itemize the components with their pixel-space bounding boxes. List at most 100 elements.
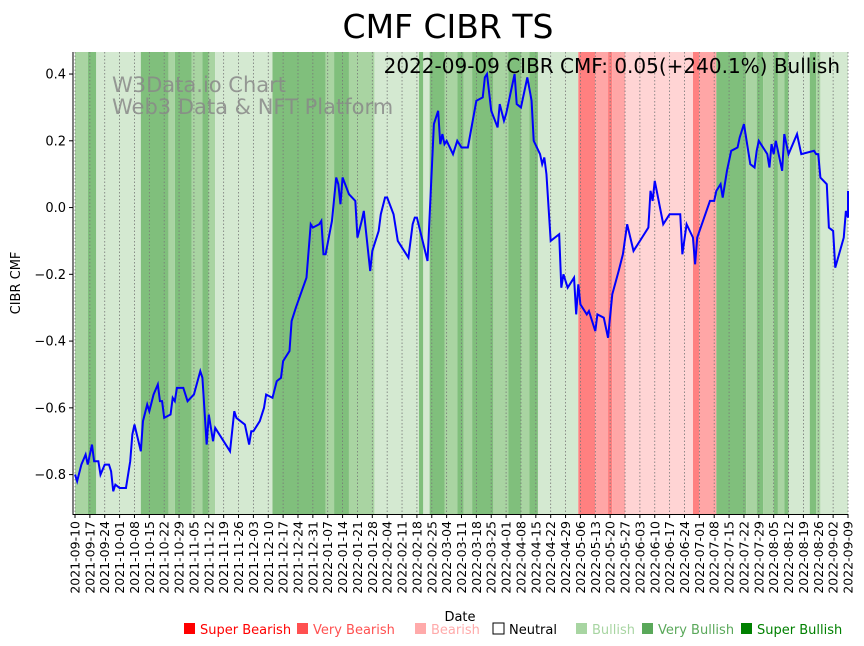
- band-sb: [457, 52, 464, 514]
- y-tick-label: 0.0: [45, 201, 66, 216]
- band-sb: [508, 52, 521, 514]
- band-b: [96, 52, 141, 514]
- x-tick-label: 2022-03-11: [454, 521, 469, 594]
- band-b: [788, 52, 810, 514]
- x-tick-label: 2022-01-28: [365, 521, 380, 594]
- x-tick-label: 2021-10-29: [172, 521, 187, 594]
- x-tick-label: 2021-12-03: [246, 521, 261, 594]
- x-tick-label: 2022-04-01: [499, 521, 514, 594]
- y-ticks: 0.4 0.2 0.0 −0.2 −0.4 −0.6 −0.8: [34, 68, 73, 483]
- band-vb: [75, 52, 88, 514]
- latest-annotation: 2022-09-09 CIBR CMF: 0.05(+240.1%) Bulli…: [384, 54, 840, 78]
- x-tick-label: 2022-06-24: [677, 521, 692, 594]
- legend-swatch: [492, 622, 505, 635]
- x-tick-label: 2022-08-05: [766, 521, 781, 594]
- band-sb: [773, 52, 778, 514]
- band-vb: [208, 52, 216, 514]
- x-tick-label: 2022-05-06: [573, 521, 588, 594]
- band-vbe: [699, 52, 717, 514]
- y-axis-label: CIBR CMF: [9, 252, 24, 315]
- legend-label: Very Bullish: [658, 623, 734, 638]
- band-sbe: [692, 52, 700, 514]
- band-b: [215, 52, 273, 514]
- x-tick-label: 2021-10-15: [142, 521, 157, 594]
- x-tick-label: 2021-11-05: [186, 521, 201, 594]
- x-ticks: 2021-09-10 2021-09-17 2021-09-24 2021-10-01…: [68, 514, 856, 594]
- x-tick-label: 2022-02-11: [395, 521, 410, 594]
- band-sb: [756, 52, 764, 514]
- legend-label: Neutral: [509, 623, 557, 638]
- x-tick-label: 2022-08-19: [796, 521, 811, 594]
- band-sb: [174, 52, 192, 514]
- x-tick-label: 2022-01-21: [350, 521, 365, 594]
- legend-swatch: [642, 623, 653, 634]
- legend-swatch: [741, 623, 752, 634]
- band-sbe: [578, 52, 596, 514]
- x-tick-label: 2022-04-29: [558, 521, 573, 594]
- x-tick-label: 2021-11-19: [216, 521, 231, 594]
- band-vbe: [595, 52, 609, 514]
- x-tick-label: 2022-06-10: [647, 521, 662, 594]
- band-vb: [777, 52, 785, 514]
- legend-swatch: [184, 623, 195, 634]
- x-tick-label: 2022-05-13: [588, 521, 603, 594]
- band-vb: [493, 52, 509, 514]
- band-sb: [809, 52, 817, 514]
- x-tick-label: 2022-04-22: [543, 521, 558, 594]
- band-sb: [202, 52, 209, 514]
- band-sb: [334, 52, 349, 514]
- x-tick-label: 2022-03-18: [469, 521, 484, 594]
- band-sb: [472, 52, 494, 514]
- band-vbe: [612, 52, 626, 514]
- band-vb: [746, 52, 757, 514]
- x-tick-label: 2022-07-22: [736, 521, 751, 594]
- legend-swatch: [297, 623, 308, 634]
- y-tick-label: −0.4: [34, 335, 66, 350]
- x-tick-label: 2022-07-15: [722, 521, 737, 594]
- y-tick-label: −0.2: [34, 268, 66, 283]
- x-tick-label: 2021-09-17: [82, 521, 97, 594]
- x-axis-label: Date: [444, 610, 475, 625]
- legend-label: Bearish: [431, 623, 480, 638]
- watermark-line-2: Web3 Data & NFT Platform: [112, 95, 393, 119]
- x-tick-label: 2022-03-04: [439, 521, 454, 594]
- x-tick-label: 2022-05-20: [603, 521, 618, 594]
- x-tick-label: 2022-06-17: [662, 521, 677, 594]
- legend: Super Bearish Very Bearish Bearish Neutral B…: [184, 622, 842, 638]
- x-tick-label: 2022-04-15: [528, 521, 543, 594]
- band-b: [423, 52, 430, 514]
- x-tick-label: 2021-11-12: [201, 521, 216, 594]
- cmf-line: [74, 71, 849, 492]
- band-be: [625, 52, 693, 514]
- legend-label: Super Bullish: [757, 623, 842, 638]
- legend-swatch: [415, 623, 426, 634]
- band-vb: [763, 52, 774, 514]
- x-tick-label: 2022-04-08: [513, 521, 528, 594]
- y-tick-label: −0.6: [34, 401, 66, 416]
- x-tick-label: 2022-03-25: [484, 521, 499, 594]
- x-tick-label: 2021-11-26: [231, 521, 246, 594]
- legend-label: Bullish: [592, 623, 635, 638]
- x-tick-label: 2022-02-25: [424, 521, 439, 594]
- x-tick-label: 2022-08-26: [811, 521, 826, 594]
- watermark-line-1: W3Data.io Chart: [112, 73, 286, 97]
- x-tick-label: 2022-01-07: [320, 521, 335, 594]
- band-b: [374, 52, 420, 514]
- band-sb: [716, 52, 747, 514]
- band-sb: [429, 52, 445, 514]
- x-tick-label: 2021-09-24: [97, 521, 112, 594]
- band-vb: [325, 52, 335, 514]
- band-sb: [272, 52, 326, 514]
- band-sb: [87, 52, 97, 514]
- band-sb: [529, 52, 538, 514]
- legend-label: Super Bearish: [200, 623, 291, 638]
- legend-label: Very Bearish: [313, 623, 395, 638]
- band-b: [820, 52, 848, 514]
- x-tick-label: 2021-12-24: [290, 521, 305, 594]
- band-vb: [168, 52, 175, 514]
- x-tick-label: 2022-05-27: [618, 521, 633, 594]
- band-vb: [463, 52, 473, 514]
- x-tick-label: 2022-07-01: [692, 521, 707, 594]
- band-sb: [784, 52, 789, 514]
